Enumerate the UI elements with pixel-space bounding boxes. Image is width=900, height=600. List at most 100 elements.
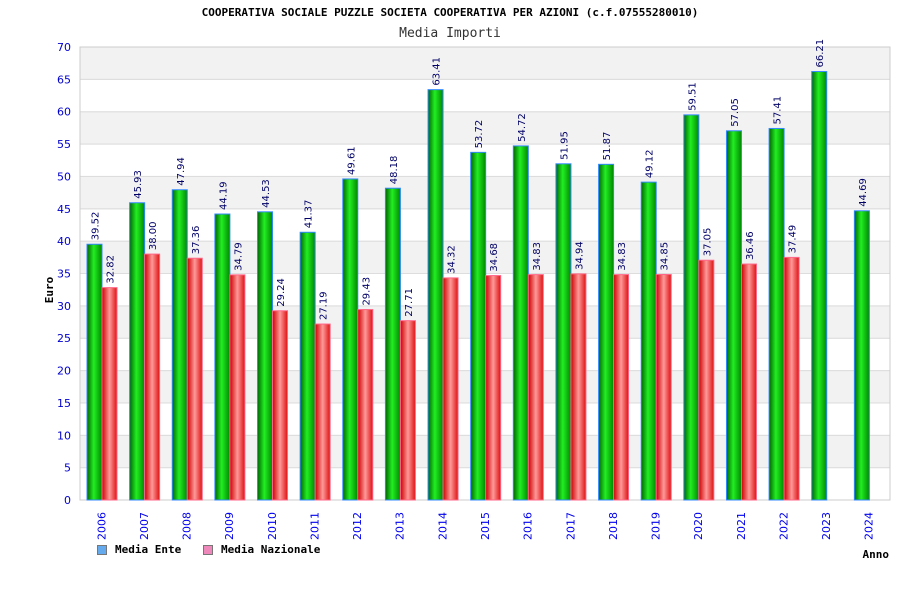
bar-media-ente [512,145,529,501]
bar-media-ente [214,213,231,501]
data-label: 34.85 [660,242,671,271]
grid-band [79,111,891,145]
bar-media-ente [427,89,444,501]
data-label: 34.94 [574,241,585,270]
data-label: 34.79 [233,242,244,271]
legend-swatch [203,544,213,555]
data-label: 36.46 [745,231,756,260]
bar-media-nazionale [229,274,246,501]
data-label: 34.83 [532,242,543,271]
bar-media-nazionale [783,256,800,501]
y-tick-label: 50 [57,170,71,183]
bar-media-ente [470,151,487,501]
x-tick-label: 2023 [820,512,833,540]
bar-media-ente [555,163,572,501]
y-tick-label: 25 [57,332,71,345]
y-tick-label: 20 [57,365,71,378]
y-tick-label: 15 [57,397,71,410]
data-label: 41.37 [304,200,315,229]
bar-media-ente [86,243,103,501]
y-tick-label: 10 [57,429,71,442]
grid-band [79,78,891,113]
y-axis-label: Euro [43,276,56,303]
data-label: 39.52 [91,212,102,241]
x-tick-label: 2010 [266,512,279,540]
data-label: 34.68 [489,243,500,272]
y-tick-label: 45 [57,203,71,216]
chart-subtitle: Media Importi [399,26,501,41]
data-label: 38.00 [148,221,159,250]
bar-media-nazionale [186,257,203,501]
chart-title: COOPERATIVA SOCIALE PUZZLE SOCIETA COOPE… [201,6,699,19]
y-tick-label: 65 [57,73,71,86]
data-label: 37.49 [788,225,799,254]
bar-media-nazionale [570,273,587,501]
x-tick-label: 2021 [735,512,748,540]
bar-media-nazionale [613,274,630,501]
x-tick-label: 2006 [95,512,108,540]
data-label: 48.18 [389,156,400,185]
y-tick-label: 70 [57,41,71,54]
bar-media-ente [384,187,401,501]
data-label: 54.72 [517,113,528,142]
x-tick-label: 2011 [308,512,321,540]
data-label: 51.95 [559,131,570,160]
bar-media-nazionale [655,273,672,501]
x-tick-label: 2019 [650,512,663,540]
grid-band [79,46,891,80]
bar-media-ente [725,130,742,501]
data-label: 53.72 [474,120,485,149]
bar-media-nazionale [442,277,459,501]
x-tick-label: 2013 [394,512,407,540]
x-tick-label: 2015 [479,512,492,540]
data-label: 63.41 [432,57,443,86]
bar-media-ente [811,71,828,501]
legend-item-media-ente: Media Ente [97,543,181,556]
data-label: 49.12 [645,149,656,178]
x-axis-label: Anno [863,548,890,561]
x-tick-label: 2020 [692,512,705,540]
data-label: 27.19 [319,291,330,320]
data-label: 49.61 [346,146,357,175]
bar-media-nazionale [698,259,715,501]
x-tick-label: 2007 [138,512,151,540]
legend-label: Media Nazionale [221,543,321,556]
bar-media-ente [342,178,359,501]
y-tick-label: 0 [64,494,71,507]
data-label: 66.21 [815,39,826,68]
bar-media-nazionale [357,309,374,501]
data-label: 27.71 [404,288,415,317]
bar-media-ente [768,127,785,501]
x-tick-label: 2014 [436,512,449,540]
x-tick-label: 2008 [181,512,194,540]
data-label: 37.05 [702,228,713,257]
bar-media-ente [257,211,274,501]
data-label: 34.83 [617,242,628,271]
bar-media-ente [299,231,316,501]
data-label: 29.24 [276,278,287,307]
y-tick-label: 5 [64,462,71,475]
bar-media-ente [598,163,615,501]
y-tick-label: 55 [57,138,71,151]
data-label: 44.19 [218,181,229,210]
data-label: 32.82 [106,255,117,284]
legend-item-media-nazionale: Media Nazionale [203,543,320,556]
legend-label: Media Ente [115,543,182,556]
data-label: 47.94 [176,157,187,186]
bar-media-nazionale [272,310,289,501]
bar-media-nazionale [485,275,502,501]
x-tick-label: 2018 [607,512,620,540]
bar-media-nazionale [144,253,161,501]
bar-media-ente [640,181,657,501]
data-label: 29.43 [361,277,372,306]
data-label: 44.69 [858,178,869,207]
bar-media-nazionale [527,274,544,501]
data-label: 45.93 [133,170,144,199]
x-tick-label: 2022 [777,512,790,540]
y-tick-label: 30 [57,300,71,313]
data-label: 51.87 [602,132,613,161]
data-label: 37.36 [191,226,202,255]
bar-media-nazionale [399,320,416,501]
